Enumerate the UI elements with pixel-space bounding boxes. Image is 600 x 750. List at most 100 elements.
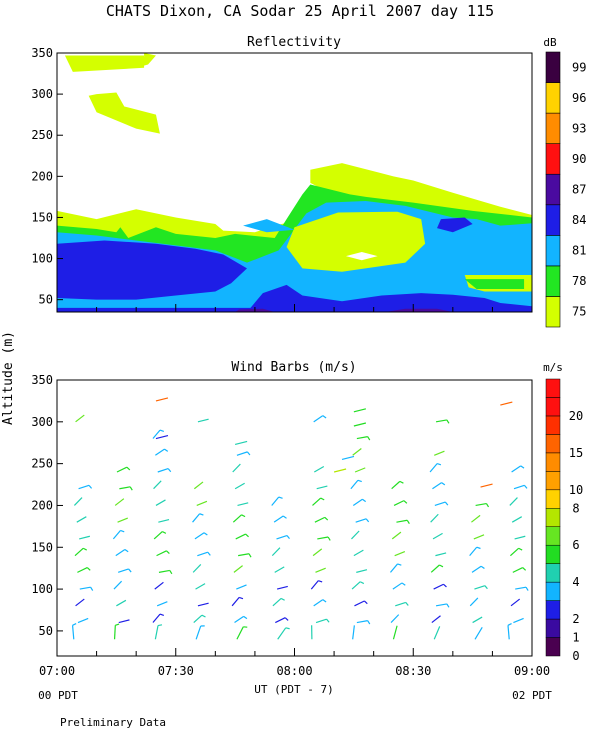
wind-barb-extra-7 [353, 422, 367, 427]
wind-barb-flag [159, 613, 165, 616]
wind-barb [472, 616, 483, 624]
wind-barb-flag [484, 585, 488, 590]
wind-barb [469, 546, 478, 557]
reflectivity-colorbar-swatch-96 [545, 82, 561, 114]
wind-barb [509, 497, 518, 506]
wind-barb [352, 625, 355, 640]
wind-barb [77, 617, 89, 624]
reflectivity-colorbar-swatch-90 [545, 143, 561, 175]
wind-barb [316, 485, 328, 490]
wind-barb-flag [162, 531, 167, 534]
wind-barb-flag [199, 513, 204, 516]
reflectivity-colorbar-unit: dB [543, 36, 557, 49]
wind-colorbar-swatch-9 [545, 471, 561, 491]
wind-barb [277, 627, 287, 640]
wind-barb-flag [525, 586, 529, 591]
reflectivity-colorbar-label-81: 81 [572, 244, 586, 258]
wind-barb [157, 468, 169, 473]
wind-barb [112, 530, 121, 540]
wind-barb [434, 501, 446, 507]
wind-barb-flag [476, 546, 481, 550]
wind-barb-flag [520, 465, 525, 469]
left-time-note: 00 PDT [38, 689, 78, 702]
wind-barb [313, 415, 324, 423]
wind-barb-flag [406, 519, 410, 525]
wind-ytick-label-250: 250 [31, 457, 53, 471]
reflectivity-region-75-3 [136, 53, 156, 68]
wind-colorbar-swatch-3 [545, 581, 561, 601]
wind-colorbar-label-10: 10 [569, 483, 583, 497]
reflectivity-region-87-11 [385, 308, 453, 312]
wind-barb-flag [280, 597, 285, 601]
wind-barb [156, 550, 167, 557]
wind-barb-extra-2 [234, 440, 248, 445]
wind-barb-flag [241, 514, 246, 518]
wind-xtick-label-3: 08:30 [395, 664, 431, 678]
wind-barb [193, 614, 203, 623]
reflectivity-colorbar: 75 78 81 84 87 90 93 96 99 [545, 51, 586, 328]
wind-barb [196, 500, 208, 507]
wind-barb-flag [320, 497, 325, 501]
reflectivity-colorbar-label-75: 75 [572, 305, 586, 319]
wind-barb [197, 551, 208, 557]
wind-barb [153, 480, 162, 490]
wind-barb [315, 618, 327, 624]
wind-barb [317, 536, 329, 540]
wind-barb-flag [363, 600, 368, 605]
wind-barb-flag [403, 500, 408, 504]
wind-barb [512, 567, 523, 573]
wind-barb-flag [507, 623, 512, 626]
wind-barb [276, 534, 288, 540]
wind-barb-flag [399, 480, 404, 484]
wind-barb [236, 451, 248, 456]
reflectivity-subregion-4 [464, 279, 525, 289]
wind-barb-flag [82, 547, 88, 551]
wind-barb-flag [159, 429, 165, 432]
reflectivity-region-84-7 [247, 284, 532, 312]
wind-barb [313, 465, 325, 473]
wind-barb [391, 531, 402, 540]
wind-barb [117, 568, 129, 573]
wind-barb [310, 580, 319, 590]
reflectivity-region-84-6 [57, 240, 247, 300]
wind-barb [515, 586, 527, 590]
reflectivity-colorbar-swatch-81 [545, 235, 561, 267]
wind-barb-flag [485, 503, 490, 508]
wind-barb [507, 625, 510, 640]
wind-ytick-label-200: 200 [31, 498, 53, 512]
wind-barb-flag [446, 603, 450, 608]
reflectivity-colorbar-swatch-78 [545, 265, 561, 297]
wind-barb [430, 564, 440, 573]
wind-barb [354, 467, 366, 473]
wind-colorbar-label-4: 4 [572, 575, 579, 589]
wind-colorbar-swatch-1 [545, 618, 561, 638]
wind-barb [238, 553, 250, 557]
wind-barb-flag [285, 627, 290, 630]
wind-barb [394, 550, 406, 557]
reflectivity-ytick-label-50: 50 [39, 293, 53, 307]
wind-barb [430, 513, 439, 523]
wind-barb [433, 626, 441, 640]
wind-colorbar-swatch-2 [545, 600, 561, 620]
wind-barb [389, 563, 398, 573]
wind-barb [469, 597, 479, 607]
wind-barb [352, 448, 362, 456]
wind-barb [232, 463, 241, 473]
wind-barb-extra-5 [500, 401, 513, 406]
wind-barb [473, 534, 485, 540]
wind-barb [71, 625, 75, 640]
wind-barb [237, 502, 249, 507]
wind-barb-extra-4 [341, 455, 355, 461]
wind-colorbar-swatch-7 [545, 508, 561, 527]
wind-barb-flag [128, 568, 132, 573]
wind-colorbar: 0 1 2 4 6 8 10 15 20 [545, 378, 583, 663]
wind-barb-flag [243, 615, 248, 620]
wind-barb [115, 548, 126, 557]
wind-barbs-plot: 50 100 150 200 250 300 350 07:00 07:30 08:00 08:30… [31, 373, 550, 678]
wind-barb [429, 463, 438, 473]
wind-colorbar-label-20: 20 [569, 409, 583, 423]
wind-barb [272, 598, 282, 607]
wind-barb [116, 466, 128, 473]
wind-barb [114, 498, 125, 506]
